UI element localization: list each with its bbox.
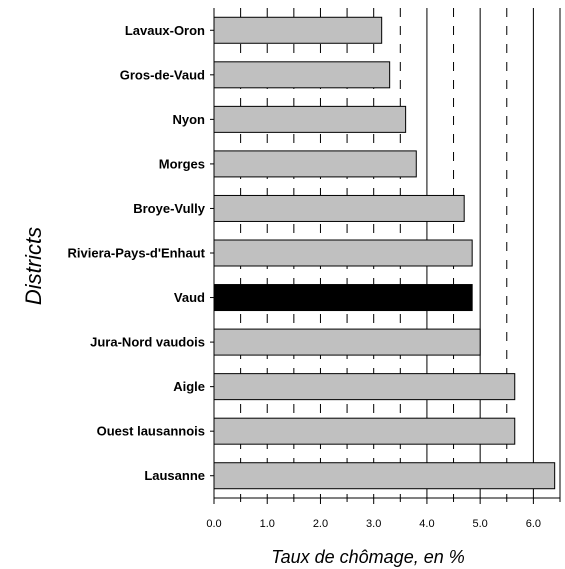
x-tick-label: 3.0 (366, 518, 381, 530)
category-label: Broye-Vully (133, 201, 206, 216)
x-tick-label: 0.0 (206, 518, 221, 530)
category-label: Lavaux-Oron (125, 23, 205, 38)
bar (213, 150, 417, 178)
category-label: Riviera-Pays-d'Enhaut (68, 246, 206, 261)
category-label: Jura-Nord vaudois (90, 335, 205, 350)
category-labels: Lavaux-Oron Gros-de-Vaud Nyon Morges Broye-V… (68, 23, 214, 483)
category-label: Aigle (173, 379, 205, 394)
bars (213, 16, 556, 490)
x-tick-label: 4.0 (419, 518, 434, 530)
bar (213, 462, 556, 490)
category-label: Morges (159, 156, 205, 171)
x-tick-label: 1.0 (260, 518, 275, 530)
bar (213, 16, 383, 44)
category-label: Ouest lausannois (97, 424, 205, 439)
x-tick-label: 5.0 (473, 518, 488, 530)
bar (213, 61, 391, 89)
bar (213, 373, 516, 401)
x-tick-label: 2.0 (313, 518, 328, 530)
bar (213, 328, 481, 356)
x-tick-label: 6.0 (526, 518, 541, 530)
x-axis-title: Taux de chômage, en % (271, 547, 464, 567)
bar (213, 105, 407, 133)
bar (213, 239, 473, 267)
category-label: Gros-de-Vaud (120, 67, 205, 82)
x-axis: 0.0 1.0 2.0 3.0 4.0 5.0 6.0 (206, 8, 561, 530)
bar (213, 284, 473, 312)
bar (213, 194, 465, 222)
category-label: Nyon (173, 112, 206, 127)
category-label: Lausanne (144, 468, 205, 483)
category-label: Vaud (174, 290, 205, 305)
bar (213, 417, 516, 445)
y-axis-title: Districts (21, 227, 46, 305)
